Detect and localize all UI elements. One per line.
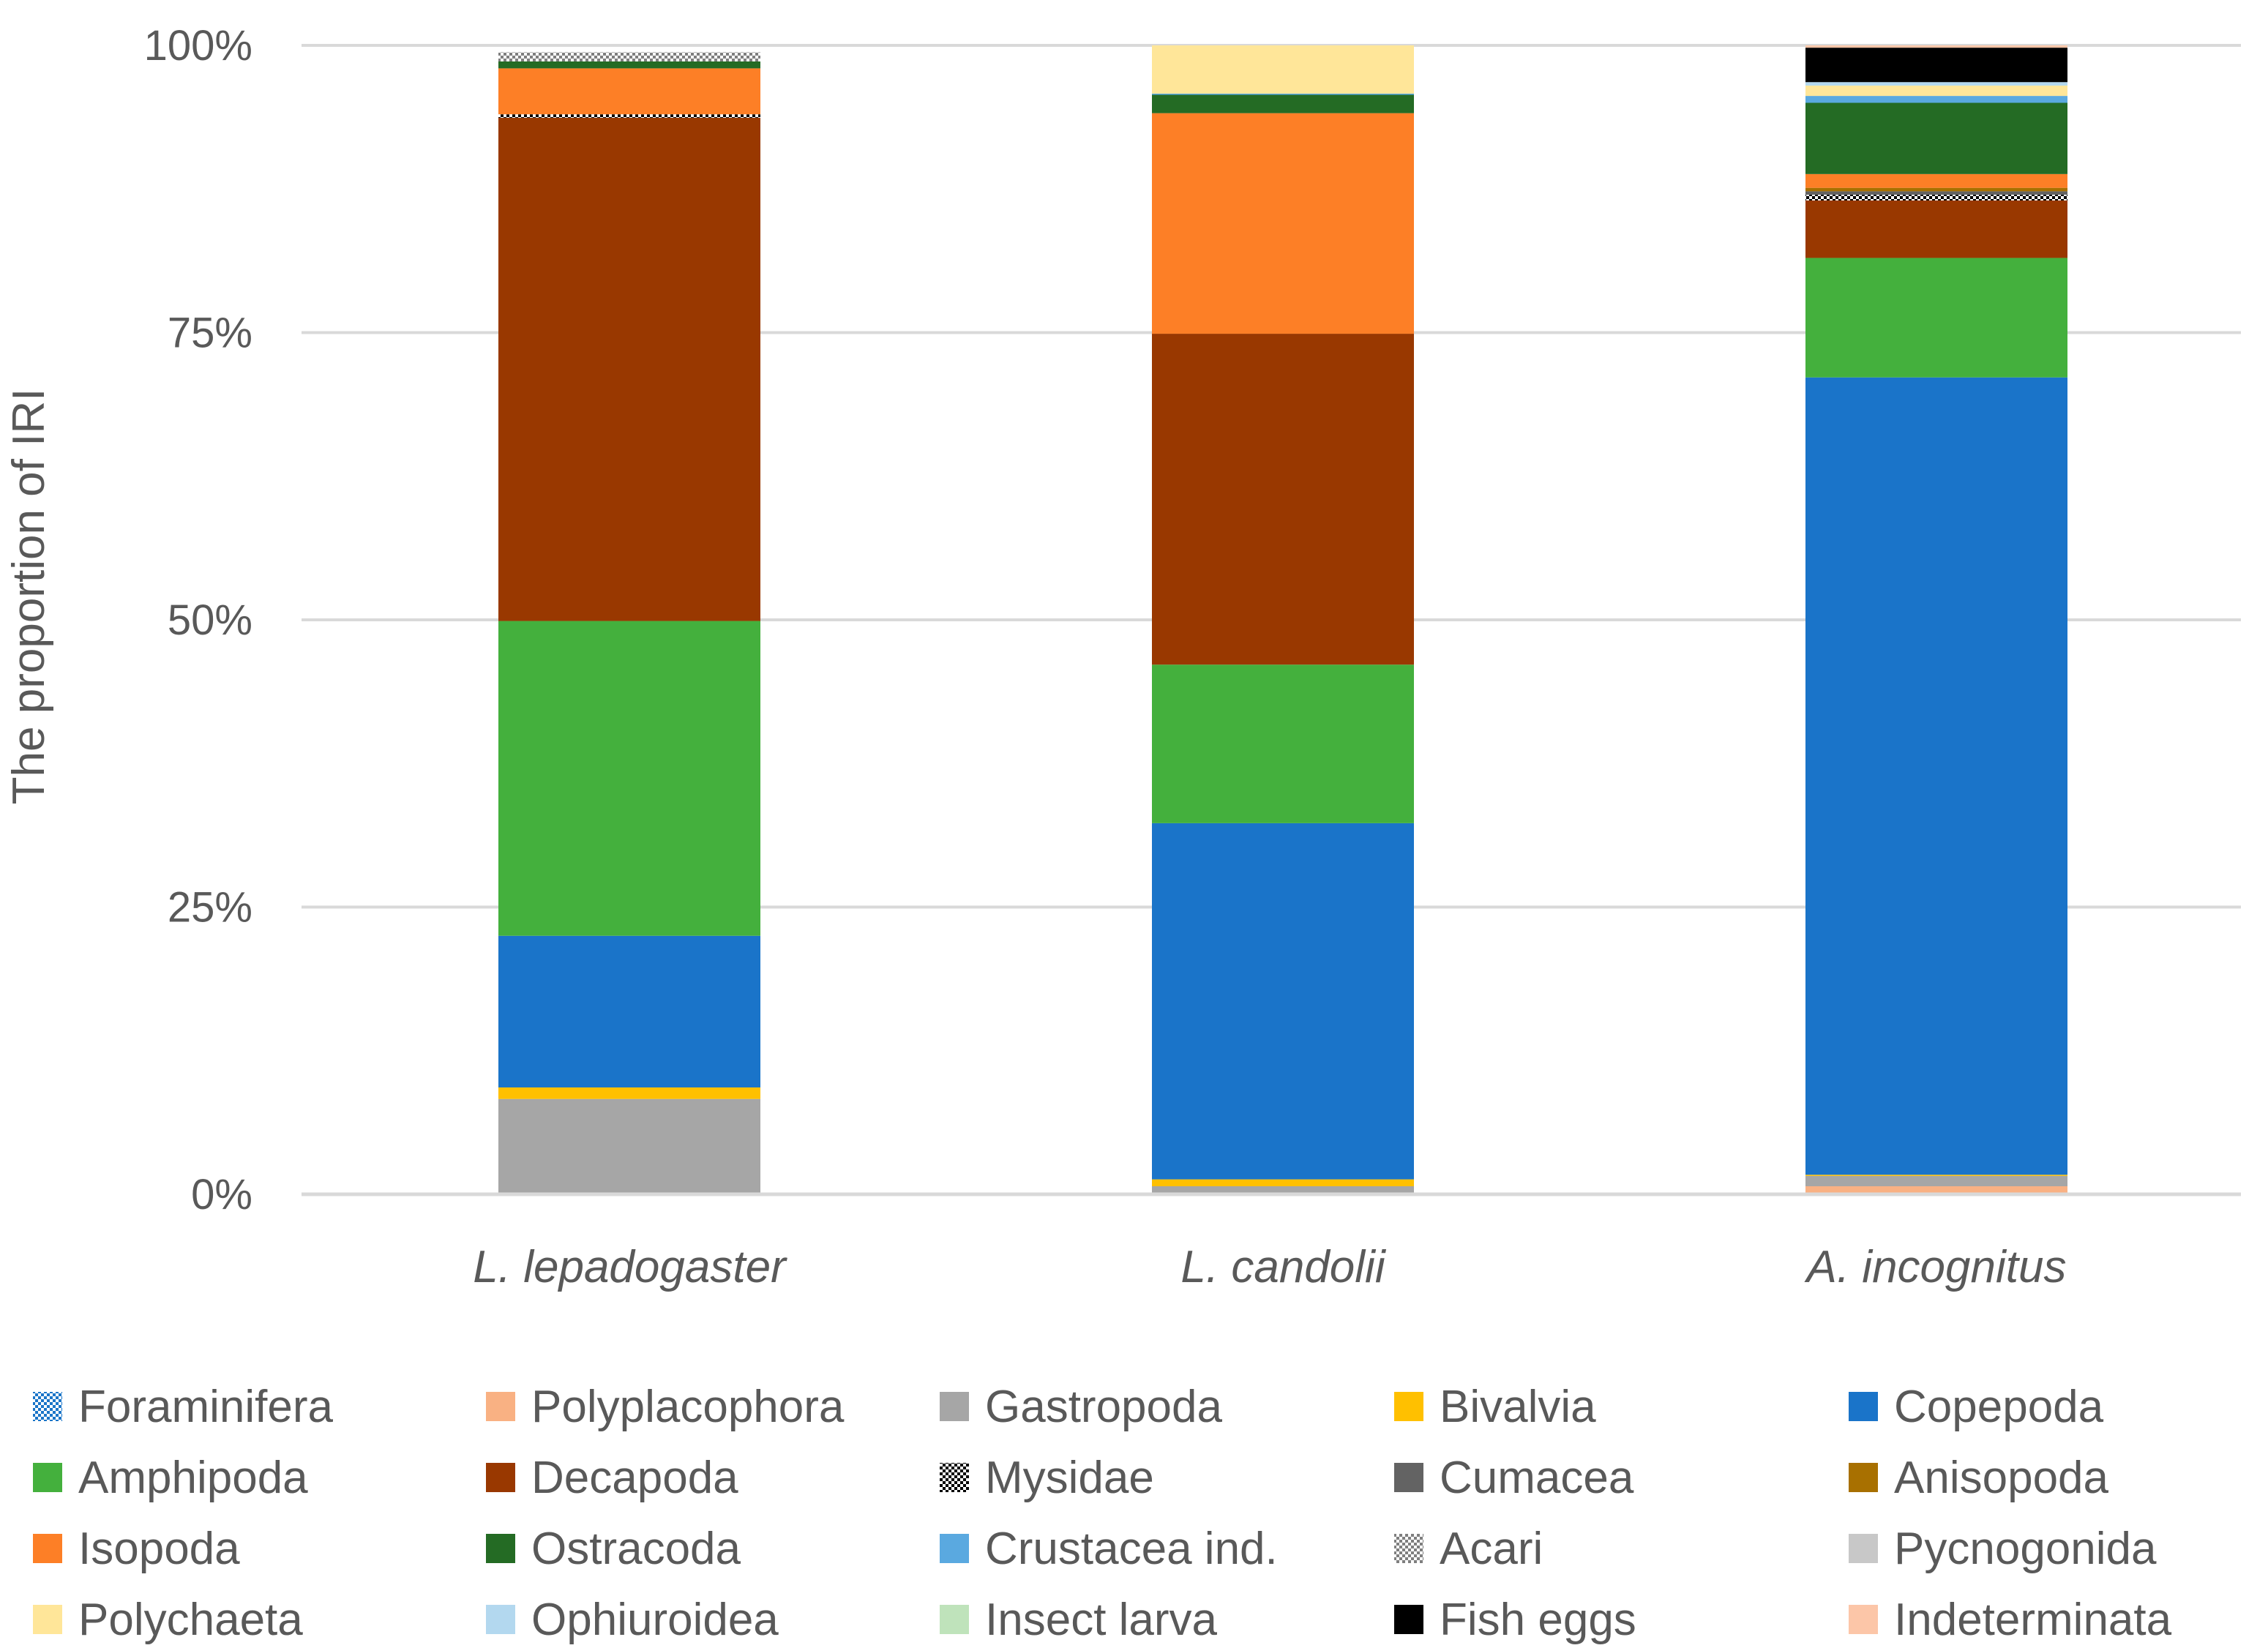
legend-swatch <box>1394 1534 1423 1563</box>
legend-swatch <box>1394 1605 1423 1634</box>
bar-segment <box>498 621 760 936</box>
bar-segment <box>1805 102 2067 174</box>
bar-segment <box>498 935 760 1087</box>
legend-label: Ophiuroidea <box>531 1595 779 1645</box>
legend-swatch <box>940 1392 969 1421</box>
bar-segment <box>1805 85 2067 97</box>
bar-segment <box>1805 187 2067 192</box>
bar-segment <box>498 114 760 118</box>
bar-segment <box>1805 1175 2067 1176</box>
legend: Foraminifera Polyplacophora Gastropoda Biva… <box>33 1382 2172 1645</box>
legend-swatch <box>33 1392 62 1421</box>
bar-segment <box>1152 1186 1414 1194</box>
legend-label: Amphipoda <box>78 1453 308 1503</box>
y-tick-label: 25% <box>168 884 252 932</box>
legend-label: Copepoda <box>1894 1382 2104 1432</box>
legend-label: Polyplacophora <box>531 1382 845 1432</box>
legend-label: Fish eggs <box>1440 1595 1636 1645</box>
legend-swatch <box>486 1605 515 1634</box>
legend-label: Pycnogonida <box>1894 1524 2157 1574</box>
legend-label: Gastropoda <box>985 1382 1223 1432</box>
bar-segment <box>1152 823 1414 1180</box>
legend-label: Indeterminata <box>1894 1595 2172 1645</box>
bar-segment <box>1805 82 2067 86</box>
bar-segment <box>1152 334 1414 665</box>
bar-segment <box>498 52 760 61</box>
bar-segment <box>1805 48 2067 83</box>
legend-swatch <box>940 1534 969 1563</box>
bar-segment <box>1805 191 2067 195</box>
legend-swatch <box>1849 1392 1878 1421</box>
legend-swatch <box>33 1534 62 1563</box>
legend-swatch <box>1849 1463 1878 1492</box>
legend-swatch <box>33 1605 62 1634</box>
bar-segment <box>1805 200 2067 258</box>
bar-segment <box>498 1087 760 1099</box>
bar-segment <box>1152 94 1414 113</box>
legend-label: Crustacea ind. <box>985 1524 1278 1574</box>
legend-label: Acari <box>1440 1524 1543 1574</box>
legend-label: Ostracoda <box>531 1524 741 1574</box>
legend-label: Cumacea <box>1440 1453 1634 1503</box>
bar-segment <box>1805 258 2067 378</box>
bar-segment <box>1805 1175 2067 1187</box>
y-tick-label: 100% <box>144 22 252 70</box>
bar-segment <box>1152 45 1414 94</box>
legend-label: Decapoda <box>531 1453 738 1503</box>
x-tick-label: L. candolii <box>1180 1242 1386 1292</box>
bar-segment <box>1805 173 2067 188</box>
legend-label: Bivalvia <box>1440 1382 1596 1432</box>
legend-swatch <box>940 1605 969 1634</box>
y-tick-label: 75% <box>168 310 252 357</box>
legend-swatch <box>1849 1605 1878 1634</box>
legend-swatch <box>33 1463 62 1492</box>
bar-segment <box>1152 113 1414 334</box>
bar-segment <box>1805 377 2067 1175</box>
legend-label: Insect larva <box>985 1595 1218 1645</box>
bars <box>498 45 2067 1194</box>
bar-segment <box>1805 45 2067 48</box>
bar-segment <box>498 61 760 69</box>
legend-swatch <box>486 1463 515 1492</box>
legend-label: Mysidae <box>985 1453 1154 1503</box>
legend-swatch <box>1849 1534 1878 1563</box>
bar-segment <box>1152 1179 1414 1187</box>
y-tick-label: 50% <box>168 596 252 644</box>
legend-swatch <box>486 1392 515 1421</box>
axes: 0% 25% 50% 75% 100% L. lepadogaster L. candoli… <box>144 22 2241 1292</box>
bar-segment <box>1152 664 1414 823</box>
legend-swatch <box>486 1534 515 1563</box>
legend-label: Isopoda <box>78 1524 240 1574</box>
y-axis-label: The proportion of IRI <box>4 389 54 805</box>
legend-label: Anisopoda <box>1894 1453 2109 1503</box>
bar-segment <box>1805 195 2067 201</box>
x-tick-label: A. incognitus <box>1804 1242 2067 1292</box>
legend-swatch <box>1394 1392 1423 1421</box>
x-tick-label: L. lepadogaster <box>473 1242 787 1292</box>
bar-segment <box>498 1098 760 1194</box>
legend-label: Foraminifera <box>78 1382 334 1432</box>
bar-segment <box>1152 93 1414 95</box>
bar-segment <box>1805 1186 2067 1194</box>
legend-swatch <box>940 1463 969 1492</box>
bar-segment <box>498 117 760 621</box>
bar-segment <box>498 68 760 115</box>
y-tick-label: 0% <box>191 1171 252 1218</box>
legend-label: Polychaeta <box>78 1595 303 1645</box>
bar-segment <box>1805 96 2067 103</box>
legend-swatch <box>1394 1463 1423 1492</box>
